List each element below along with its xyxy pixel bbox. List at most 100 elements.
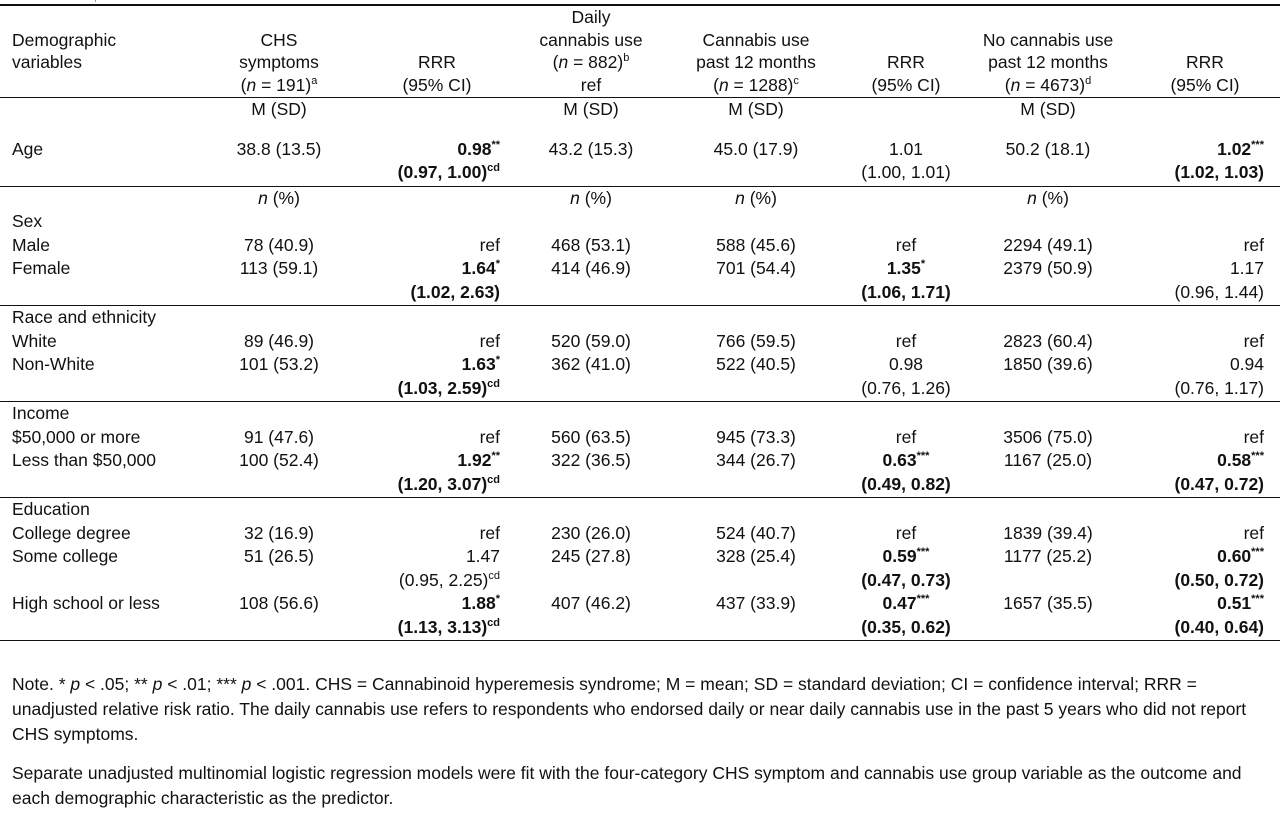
- top-fragment-line: [95, 0, 108, 2]
- header-chs: CHS symptoms (n = 191)a: [200, 6, 358, 98]
- table-cell: ref: [479, 426, 500, 447]
- units-row-npct: n (%) n (%) n (%) n (%): [0, 186, 1280, 210]
- table-cell: 701 (54.4): [716, 258, 796, 278]
- units-row-msd: M (SD) M (SD) M (SD) M (SD): [0, 98, 1280, 122]
- superscript: *: [920, 258, 926, 271]
- table-cell: [516, 615, 666, 641]
- table-cell: (0.97, 1.00)cd: [358, 161, 516, 187]
- table-cell: [200, 161, 358, 187]
- table-cell: n (%): [258, 187, 300, 208]
- table-cell: 322 (36.5): [551, 450, 631, 470]
- superscript: ***: [916, 546, 930, 559]
- header-demographic: Demographic variables: [0, 6, 200, 98]
- table-cell: High school or less: [12, 593, 160, 613]
- table-cell: [516, 472, 666, 498]
- table-cell: (0.47, 0.72): [1130, 472, 1280, 498]
- unit-label: M (SD): [1020, 99, 1076, 119]
- table-cell: 38.8 (13.5): [236, 138, 322, 159]
- unit-label: M (SD): [728, 99, 784, 119]
- table-row: College degree 32 (16.9) ref 230 (26.0) …: [0, 522, 1280, 546]
- table-cell: 1.63*: [461, 354, 500, 374]
- note-paragraph: Separate unadjusted multinomial logistic…: [12, 763, 1242, 808]
- table-cell: 1177 (25.2): [1003, 546, 1093, 566]
- header-row: Demographic variables CHS symptoms (n = …: [0, 6, 1280, 98]
- table-cell: (0.95, 2.25)cd: [398, 569, 500, 590]
- table-cell: [0, 161, 200, 187]
- table-cell: 3506 (75.0): [1003, 426, 1093, 447]
- table-cell: 524 (40.7): [716, 522, 796, 543]
- table-cell: (1.03, 2.59)cd: [358, 376, 516, 402]
- superscript: cd: [488, 569, 500, 582]
- group-label-row: Sex: [0, 210, 1280, 234]
- table-row-ci: (0.97, 1.00)cd (1.00, 1.01) (1.02, 1.03): [0, 161, 1280, 187]
- table-cell: 100 (52.4): [239, 450, 319, 470]
- table-cell: 0.98: [888, 354, 924, 374]
- table-cell: [200, 615, 358, 641]
- table-cell: [516, 376, 666, 402]
- table-cell: ref: [1243, 522, 1264, 543]
- table-cell: 0.98**: [457, 138, 500, 159]
- table-cell: [0, 122, 1280, 138]
- table-cell: [966, 615, 1130, 641]
- table-cell: 1.17: [1229, 258, 1264, 278]
- table-cell: 520 (59.0): [551, 330, 631, 351]
- superscript: d: [1085, 74, 1092, 87]
- table-cell: [966, 376, 1130, 402]
- table-cell: [666, 472, 846, 498]
- table-cell: 50.2 (18.1): [1005, 138, 1091, 159]
- table-cell: n (%): [1027, 187, 1069, 208]
- table-row: $50,000 or more 91 (47.6) ref 560 (63.5)…: [0, 426, 1280, 450]
- table-cell: 328 (25.4): [716, 546, 796, 566]
- table-cell: Female: [12, 258, 71, 278]
- table-cell: 1167 (25.0): [1003, 450, 1093, 470]
- table-cell: 101 (53.2): [239, 354, 319, 374]
- table-row-ci: (1.03, 2.59)cd (0.76, 1.26) (0.76, 1.17): [0, 376, 1280, 402]
- table-cell: 245 (27.8): [551, 546, 631, 566]
- table-cell: 0.58***: [1217, 450, 1264, 470]
- table-cell: (1.06, 1.71): [846, 280, 966, 306]
- table-cell: [1130, 98, 1280, 122]
- table-cell: 468 (53.1): [551, 234, 631, 255]
- table-cell: n (%): [735, 187, 777, 208]
- header-rrr-1: RRR (95% CI): [358, 6, 516, 98]
- table-cell: ref: [1243, 426, 1264, 447]
- note-paragraph: Note. * p < .05; ** p < .01; *** p < .00…: [12, 674, 1247, 744]
- superscript: cd: [487, 616, 500, 629]
- table-row-ci: (1.02, 2.63) (1.06, 1.71) (0.96, 1.44): [0, 280, 1280, 306]
- table-row: Some college 51 (26.5) 1.47 245 (27.8) 3…: [0, 545, 1280, 569]
- table-cell: (0.40, 0.64): [1130, 615, 1280, 641]
- table-cell: 91 (47.6): [243, 426, 315, 447]
- table-cell: ref: [895, 234, 917, 255]
- superscript: *: [495, 354, 500, 367]
- table-cell: Non-White: [12, 354, 95, 374]
- group-label: Race and ethnicity: [12, 307, 156, 327]
- table-cell: [200, 569, 358, 593]
- table-cell: (0.96, 1.44): [1130, 280, 1280, 306]
- superscript: b: [623, 52, 630, 65]
- table-cell: [516, 161, 666, 187]
- table-cell: 362 (41.0): [551, 354, 631, 374]
- table-cell: (0.50, 0.72): [1174, 569, 1265, 590]
- superscript: ***: [1251, 593, 1264, 606]
- superscript: cd: [487, 162, 500, 175]
- group-label-row: Race and ethnicity: [0, 306, 1280, 330]
- table-cell: [200, 376, 358, 402]
- group-label-row: Income: [0, 402, 1280, 426]
- table-cell: [200, 498, 1280, 522]
- table-cell: [0, 569, 200, 593]
- table-cell: College degree: [12, 522, 131, 543]
- unit-label: M (SD): [251, 99, 307, 119]
- table-notes: Note. * p < .05; ** p < .01; *** p < .00…: [12, 672, 1262, 825]
- table-cell: (1.02, 1.03): [1130, 161, 1280, 187]
- table-cell: ref: [479, 522, 500, 543]
- superscript: *: [495, 258, 500, 271]
- table-cell: 766 (59.5): [716, 330, 796, 351]
- table-cell: (0.49, 0.82): [846, 472, 966, 498]
- table-cell: n (%): [570, 187, 612, 208]
- superscript: ***: [1251, 450, 1264, 463]
- table-cell: 0.59***: [882, 546, 930, 566]
- table-cell: (1.13, 3.13)cd: [358, 615, 516, 641]
- table-cell: ref: [895, 522, 917, 543]
- row-label: Age: [12, 138, 44, 159]
- table-cell: 1839 (39.4): [1003, 522, 1093, 543]
